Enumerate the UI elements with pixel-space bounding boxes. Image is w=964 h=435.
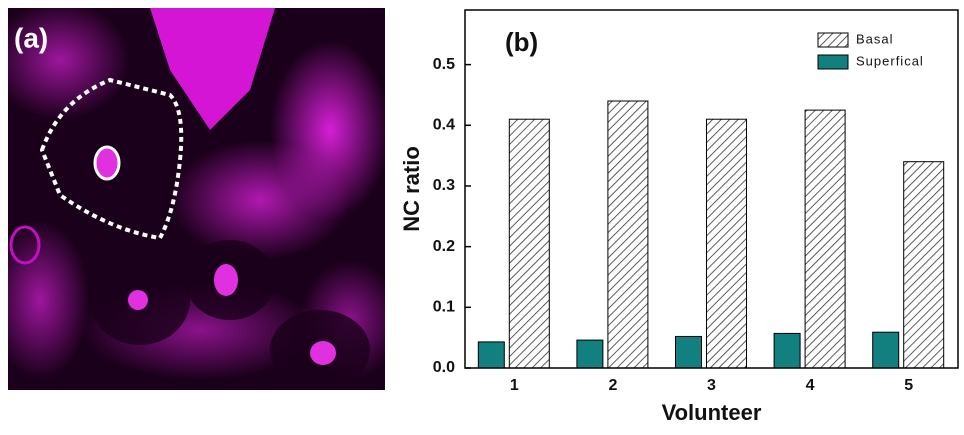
legend-swatch (817, 54, 849, 70)
x-axis-label: Volunteer (662, 400, 762, 425)
y-tick-label: 0.3 (433, 177, 455, 194)
micrograph (8, 8, 385, 390)
bar (706, 118, 747, 369)
legend-label: Superfical (856, 53, 924, 68)
bar (508, 118, 550, 369)
x-tick-label: 4 (806, 377, 815, 394)
bar (872, 331, 900, 369)
plot-frame (464, 9, 959, 369)
panel-label: (a) (14, 22, 48, 53)
bar (607, 100, 649, 369)
y-tick-label: 0.0 (433, 359, 455, 376)
y-axis-label: NC ratio (399, 146, 424, 232)
y-tick-label: 0.2 (433, 238, 455, 255)
bar (903, 161, 945, 369)
x-tick-label: 3 (707, 377, 716, 394)
legend-label: Basal (856, 31, 894, 46)
x-tick-label: 1 (510, 377, 519, 394)
y-tick-label: 0.5 (433, 56, 455, 73)
legend-swatch (817, 32, 849, 48)
x-tick-label: 5 (904, 377, 913, 394)
bar (773, 332, 801, 369)
y-tick-label: 0.4 (433, 117, 455, 134)
x-tick-label: 2 (608, 377, 617, 394)
chart-title: (b) (505, 27, 538, 57)
bar (576, 339, 604, 369)
y-tick-label: 0.1 (433, 299, 455, 316)
bar (477, 341, 505, 369)
bar (675, 335, 702, 369)
bar (804, 109, 846, 369)
